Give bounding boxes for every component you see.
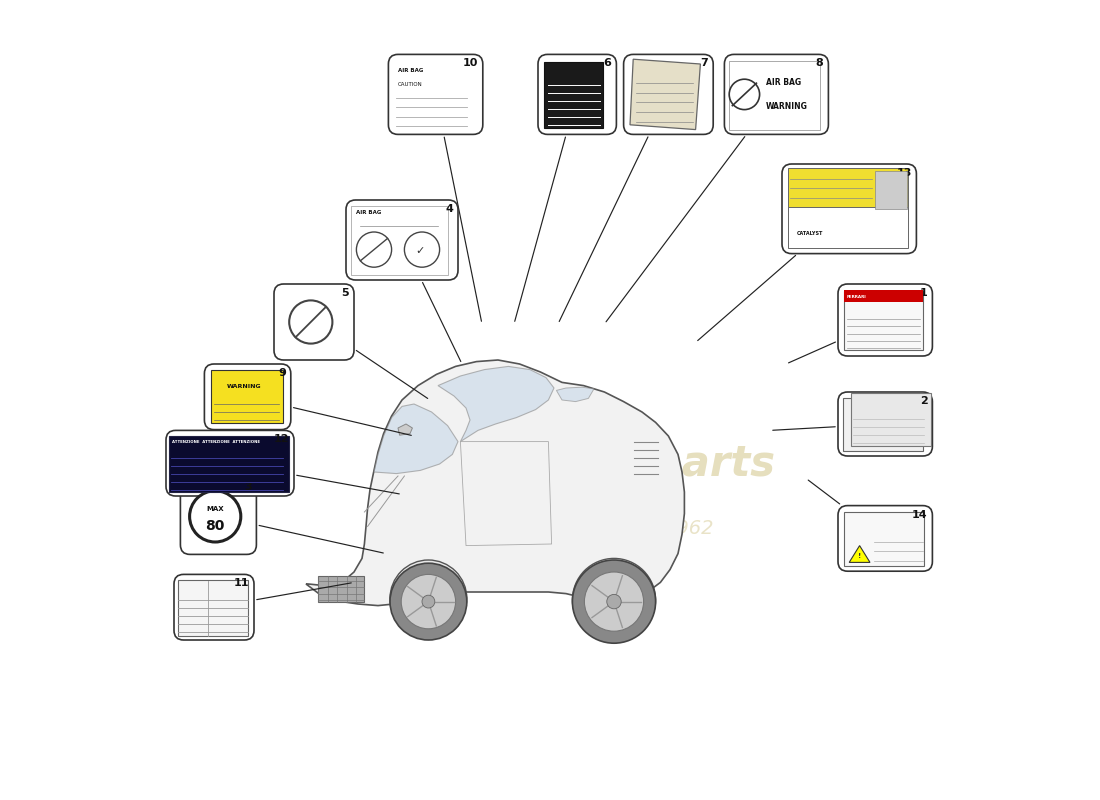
Circle shape: [405, 232, 440, 267]
Circle shape: [572, 558, 656, 642]
Bar: [729, 61, 821, 130]
Bar: [874, 171, 906, 209]
Bar: [844, 512, 924, 566]
Bar: [169, 436, 289, 492]
Text: 14: 14: [912, 510, 927, 520]
Bar: [788, 206, 908, 248]
Text: WARNING: WARNING: [766, 102, 807, 111]
Text: MAX: MAX: [207, 506, 224, 512]
FancyBboxPatch shape: [346, 200, 458, 280]
Text: 13: 13: [896, 168, 912, 178]
FancyBboxPatch shape: [166, 430, 294, 496]
Text: ✓: ✓: [416, 246, 425, 256]
FancyBboxPatch shape: [388, 54, 483, 134]
FancyBboxPatch shape: [624, 54, 713, 134]
Text: 6: 6: [604, 58, 612, 69]
FancyBboxPatch shape: [782, 164, 916, 254]
Bar: [850, 393, 931, 446]
Bar: [318, 576, 364, 602]
Polygon shape: [849, 546, 870, 562]
Text: ATTENZIONE  ATTENZIONE  ATTENZIONE: ATTENZIONE ATTENZIONE ATTENZIONE: [173, 440, 261, 444]
Circle shape: [289, 300, 332, 344]
Text: AIR BAG: AIR BAG: [398, 68, 424, 73]
FancyBboxPatch shape: [538, 54, 616, 134]
Text: AIR BAG: AIR BAG: [355, 210, 381, 215]
Text: AIR BAG: AIR BAG: [766, 78, 801, 87]
Text: 9: 9: [278, 368, 286, 378]
Circle shape: [422, 595, 435, 608]
Bar: [845, 290, 923, 302]
Circle shape: [390, 560, 466, 637]
Bar: [845, 291, 923, 350]
Circle shape: [729, 79, 760, 110]
FancyBboxPatch shape: [174, 574, 254, 640]
FancyBboxPatch shape: [180, 478, 256, 554]
Text: 4: 4: [446, 204, 453, 214]
Bar: [544, 62, 603, 128]
FancyBboxPatch shape: [838, 284, 933, 356]
Polygon shape: [306, 360, 684, 606]
Text: 3: 3: [244, 482, 252, 492]
Circle shape: [402, 574, 455, 629]
Text: 2: 2: [920, 396, 927, 406]
FancyBboxPatch shape: [205, 364, 290, 430]
Text: 5: 5: [342, 288, 349, 298]
Text: 1: 1: [920, 288, 927, 298]
FancyBboxPatch shape: [725, 54, 828, 134]
Bar: [351, 206, 449, 275]
Circle shape: [390, 563, 466, 640]
Circle shape: [607, 594, 621, 609]
Polygon shape: [557, 387, 594, 402]
Circle shape: [584, 572, 644, 631]
Bar: [211, 370, 283, 423]
Bar: [843, 398, 923, 451]
Circle shape: [356, 232, 392, 267]
Text: 12: 12: [274, 434, 289, 445]
Text: 10: 10: [463, 58, 478, 69]
Text: 11: 11: [233, 578, 250, 589]
FancyBboxPatch shape: [838, 392, 933, 456]
Polygon shape: [438, 366, 554, 442]
FancyBboxPatch shape: [838, 506, 933, 571]
Text: 7: 7: [701, 58, 708, 69]
Bar: [788, 169, 908, 210]
Text: FERRARI: FERRARI: [847, 295, 867, 299]
Text: 80: 80: [206, 518, 224, 533]
Bar: [178, 580, 249, 636]
Circle shape: [572, 560, 656, 643]
Circle shape: [189, 490, 241, 542]
Text: CAUTION: CAUTION: [398, 82, 422, 87]
Text: !: !: [858, 553, 861, 559]
Polygon shape: [398, 424, 412, 435]
Polygon shape: [374, 404, 458, 474]
Polygon shape: [630, 59, 701, 130]
Text: WARNING: WARNING: [227, 385, 262, 390]
FancyBboxPatch shape: [274, 284, 354, 360]
Text: 8: 8: [816, 58, 824, 69]
Text: a passion for parts since 1962: a passion for parts since 1962: [419, 518, 713, 538]
Text: euromotorparts: euromotorparts: [405, 443, 776, 485]
Text: CATALYST: CATALYST: [796, 231, 823, 236]
